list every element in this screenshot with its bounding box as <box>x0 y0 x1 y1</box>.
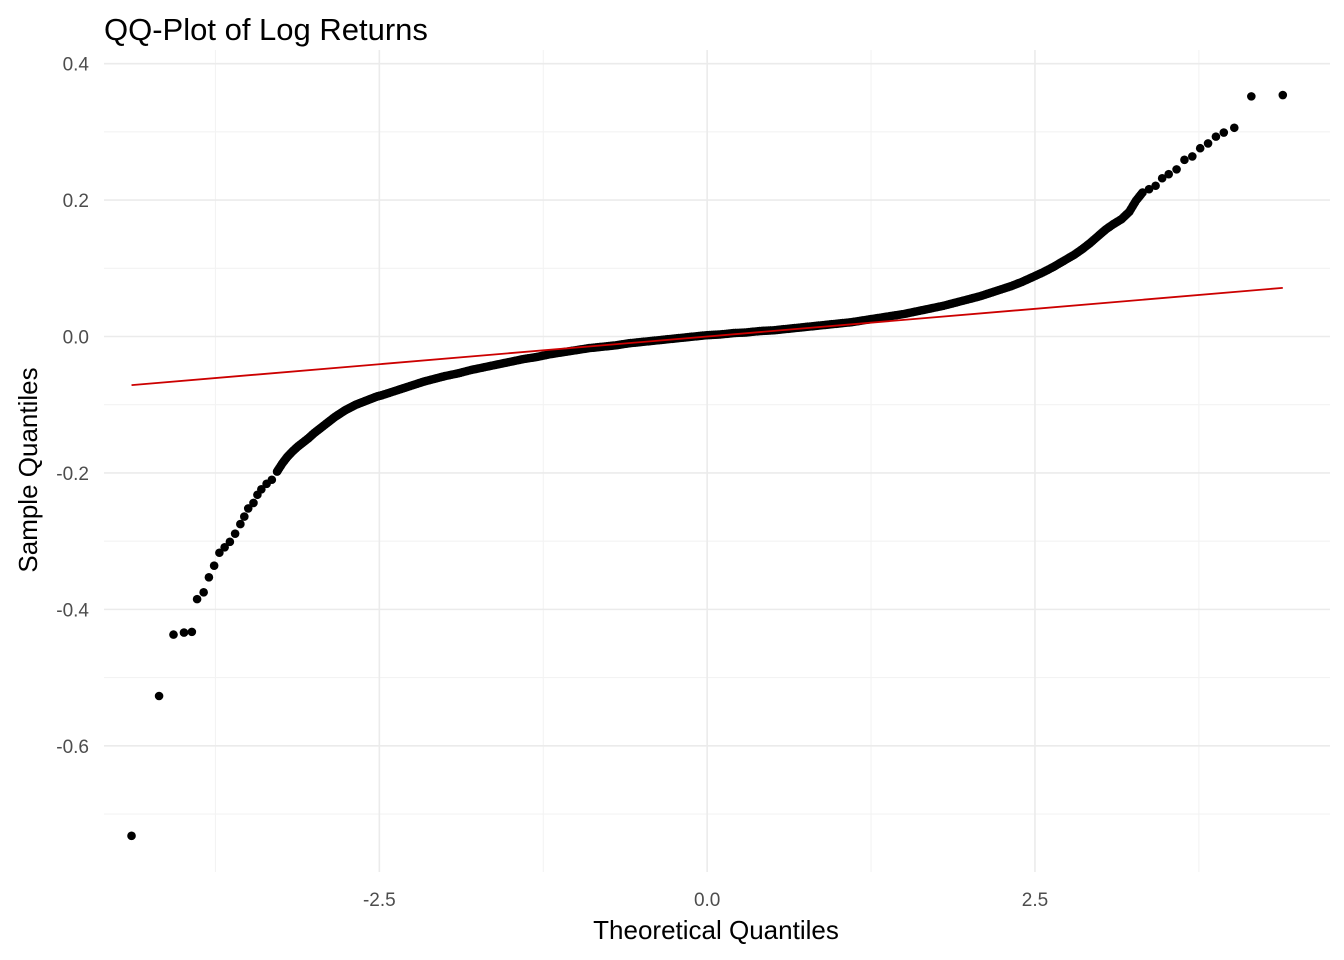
data-point <box>199 588 208 597</box>
data-point <box>1157 173 1167 183</box>
x-tick-label: 2.5 <box>1022 890 1048 911</box>
y-tick-label: -0.2 <box>56 464 89 485</box>
data-point <box>1203 139 1213 148</box>
y-tick-label: 0.0 <box>63 328 89 349</box>
x-tick-labels: -2.5 0.0 2.5 <box>363 890 1048 911</box>
data-point <box>169 630 178 639</box>
x-axis-title: Theoretical Quantiles <box>593 915 839 945</box>
data-point <box>1219 128 1229 137</box>
data-point <box>243 504 253 513</box>
data-point <box>127 831 136 841</box>
data-point <box>1211 132 1221 141</box>
data-point <box>257 485 266 494</box>
data-point <box>1229 123 1239 133</box>
y-tick-label: 0.2 <box>63 191 89 212</box>
x-tick-label: 0.0 <box>694 890 720 911</box>
data-point <box>209 561 219 571</box>
data-point <box>1188 152 1197 161</box>
data-point <box>1278 90 1288 100</box>
y-tick-label: 0.4 <box>63 55 90 76</box>
data-point <box>267 475 277 485</box>
data-point <box>1144 184 1154 194</box>
data-point <box>225 537 235 547</box>
y-tick-label: -0.4 <box>56 600 89 621</box>
data-point <box>1164 169 1174 179</box>
data-point <box>220 542 229 552</box>
data-point <box>1138 188 1147 197</box>
chart-title: QQ-Plot of Log Returns <box>104 12 428 47</box>
data-points <box>127 90 1288 841</box>
data-point <box>1180 155 1189 165</box>
data-point <box>192 594 202 604</box>
y-axis-title: Sample Quantiles <box>13 367 43 572</box>
y-tick-labels: -0.6 -0.4 -0.2 0.0 0.2 0.4 <box>56 55 89 758</box>
data-point <box>1195 143 1205 153</box>
y-tick-label: -0.6 <box>56 737 89 758</box>
x-tick-label: -2.5 <box>363 890 396 911</box>
data-point <box>1247 92 1256 101</box>
data-point <box>187 627 197 637</box>
data-point <box>154 691 164 701</box>
data-point <box>1172 165 1181 174</box>
data-point <box>1151 181 1160 191</box>
data-point <box>204 573 214 582</box>
data-point <box>249 498 258 508</box>
data-point <box>236 519 245 529</box>
data-point <box>179 628 189 637</box>
data-point <box>240 512 249 521</box>
data-point <box>215 548 224 558</box>
reference-line <box>131 286 1283 387</box>
data-point <box>230 529 240 538</box>
